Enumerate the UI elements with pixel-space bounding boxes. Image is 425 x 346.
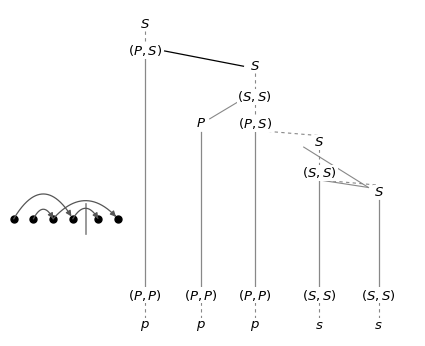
Text: $p$: $p$	[140, 319, 150, 333]
Text: $S$: $S$	[374, 185, 384, 199]
Text: $p$: $p$	[250, 319, 260, 333]
Text: $s$: $s$	[374, 319, 383, 332]
Text: $(P,S)$: $(P,S)$	[238, 116, 272, 131]
Text: $(S,S)$: $(S,S)$	[361, 288, 396, 302]
Text: $(P,P)$: $(P,P)$	[128, 288, 162, 302]
Text: $(S,S)$: $(S,S)$	[302, 165, 337, 181]
Text: $P$: $P$	[196, 117, 206, 130]
Text: $(P,S)$: $(P,S)$	[128, 44, 162, 58]
Text: $S$: $S$	[250, 60, 260, 73]
Text: $S$: $S$	[140, 18, 150, 31]
Text: $S$: $S$	[314, 136, 324, 149]
Text: $(S,S)$: $(S,S)$	[237, 89, 272, 104]
Text: $(P,P)$: $(P,P)$	[238, 288, 272, 302]
Text: $(S,S)$: $(S,S)$	[302, 288, 337, 302]
Text: $p$: $p$	[196, 319, 206, 333]
Text: $(P,P)$: $(P,P)$	[184, 288, 218, 302]
Text: $s$: $s$	[315, 319, 324, 332]
